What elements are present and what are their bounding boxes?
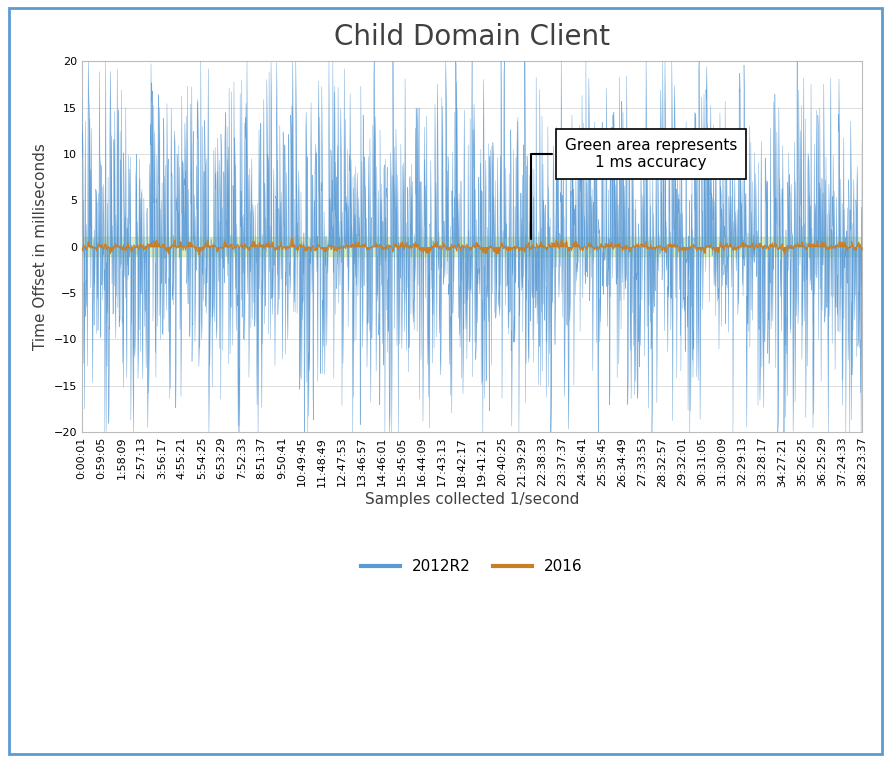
Bar [82,238,862,256]
Title: Child Domain Client: Child Domain Client [334,23,610,50]
Y-axis label: Time Offset in milliseconds: Time Offset in milliseconds [33,143,48,350]
Legend: 2012R2, 2016: 2012R2, 2016 [356,553,589,580]
X-axis label: Samples collected 1/second: Samples collected 1/second [364,492,579,507]
Text: Green area represents
1 ms accuracy: Green area represents 1 ms accuracy [531,138,737,239]
